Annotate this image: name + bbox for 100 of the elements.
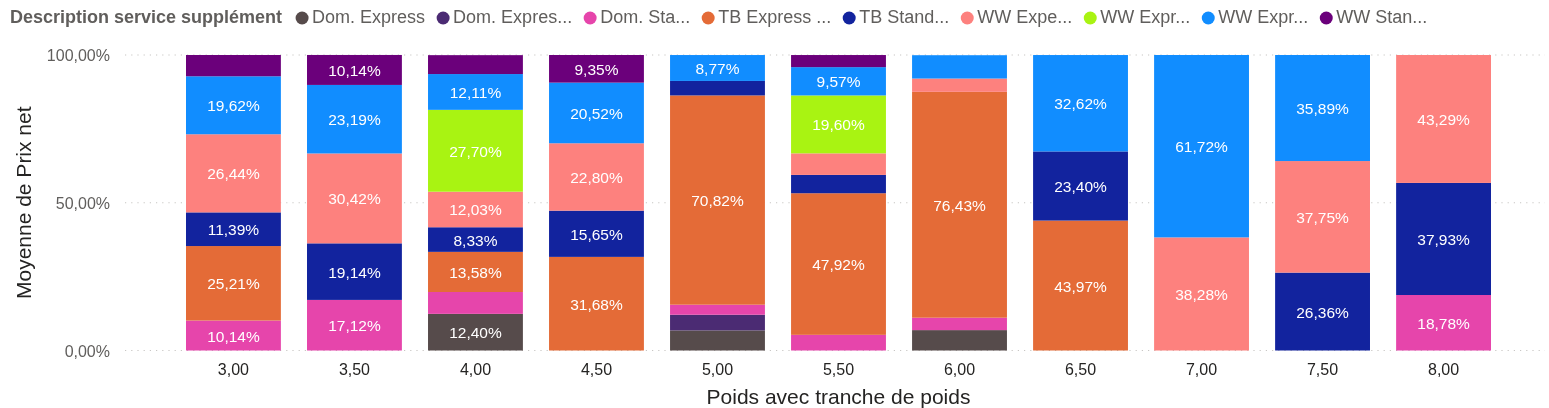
data-label: 76,43%: [933, 196, 987, 214]
data-label: 26,36%: [1296, 303, 1350, 321]
data-label: 70,82%: [691, 191, 744, 209]
x-tick-label: 4,00: [459, 360, 492, 378]
bar: [670, 95, 765, 305]
bar: [791, 174, 886, 194]
x-tick-label: 5,00: [701, 360, 734, 378]
data-label: 37,93%: [1417, 230, 1471, 248]
data-label: 19,60%: [812, 115, 865, 133]
bar: [1396, 295, 1491, 351]
bar: [428, 291, 523, 314]
data-label: 35,89%: [1296, 99, 1350, 117]
bar: [670, 314, 765, 331]
bar: [1033, 55, 1128, 152]
data-label: 12,03%: [449, 200, 502, 218]
bar: [670, 330, 765, 351]
bar: [1033, 151, 1128, 221]
data-label: 19,14%: [328, 263, 381, 281]
bar: [549, 55, 644, 83]
legend-title: Description service supplément: [10, 6, 283, 27]
bar: [1275, 161, 1370, 273]
bar: [186, 134, 281, 213]
data-label: 10,14%: [207, 327, 260, 345]
bar: [428, 74, 523, 110]
legend-label: Dom. Sta...: [600, 6, 691, 27]
data-label: 32,62%: [1054, 94, 1108, 112]
x-tick-label: 3,00: [217, 360, 250, 378]
bar: [428, 55, 523, 75]
bar: [791, 55, 886, 68]
data-label: 20,52%: [570, 104, 623, 122]
data-label: 11,39%: [207, 220, 260, 238]
legend-label: Dom. Express: [312, 6, 426, 27]
data-label: 43,29%: [1417, 110, 1471, 128]
y-tick-label: 100,00%: [46, 46, 110, 64]
data-label: 9,57%: [816, 72, 861, 90]
bar: [549, 143, 644, 211]
legend-label: WW Stan...: [1336, 6, 1428, 27]
bar: [670, 304, 765, 315]
x-tick-label: 7,00: [1185, 360, 1218, 378]
data-label: 27,70%: [449, 142, 502, 160]
bar: [670, 55, 765, 81]
bar: [186, 55, 281, 77]
data-label: 15,65%: [570, 225, 623, 243]
data-label: 12,11%: [449, 83, 502, 101]
bar: [186, 76, 281, 135]
legend-label: WW Expr...: [1100, 6, 1191, 27]
bar: [791, 67, 886, 96]
data-label: 22,80%: [570, 168, 623, 186]
bar: [1154, 55, 1249, 238]
bar: [428, 313, 523, 351]
data-label: 9,35%: [574, 60, 619, 78]
bar: [1396, 182, 1491, 296]
legend-label: TB Stand...: [859, 6, 950, 27]
bar: [912, 55, 1007, 79]
bar: [1275, 55, 1370, 162]
bar: [912, 317, 1007, 331]
bar: [549, 82, 644, 144]
bar: [670, 80, 765, 96]
bar: [791, 334, 886, 351]
bar: [1396, 55, 1491, 183]
x-axis-title: Poids avec tranche de poids: [706, 384, 971, 408]
bar: [186, 212, 281, 247]
bar: [186, 320, 281, 351]
data-label: 12,40%: [449, 323, 502, 341]
bar: [307, 153, 402, 244]
data-label: 17,12%: [328, 316, 381, 334]
data-label: 23,40%: [1054, 177, 1108, 195]
bar: [307, 243, 402, 300]
data-label: 37,75%: [1296, 208, 1350, 226]
x-tick-label: 3,50: [338, 360, 371, 378]
bar: [791, 153, 886, 175]
data-label: 26,44%: [207, 164, 260, 182]
legend-label: WW Expe...: [977, 6, 1073, 27]
bar: [912, 91, 1007, 318]
bar: [307, 299, 402, 351]
data-label: 18,78%: [1417, 314, 1471, 332]
x-tick-label: 6,00: [943, 360, 976, 378]
bar: [428, 251, 523, 292]
data-label: 8,33%: [453, 231, 498, 249]
x-tick-label: 4,50: [580, 360, 613, 378]
bar: [791, 193, 886, 335]
bar: [428, 227, 523, 252]
y-tick-label: 0,00%: [64, 342, 110, 359]
data-label: 25,21%: [207, 274, 260, 292]
x-tick-label: 6,50: [1064, 360, 1097, 378]
data-label: 31,68%: [570, 295, 623, 313]
bar: [1275, 272, 1370, 351]
bar: [186, 246, 281, 321]
x-tick-label: 8,00: [1427, 360, 1460, 378]
data-label: 13,58%: [449, 263, 502, 281]
legend-label: WW Expr...: [1218, 6, 1309, 27]
x-tick-label: 5,50: [822, 360, 855, 378]
legend-label: Dom. Expres...: [453, 6, 573, 27]
bar: [549, 256, 644, 351]
y-tick-label: 50,00%: [55, 194, 110, 212]
data-label: 30,42%: [328, 189, 381, 207]
data-label: 8,77%: [695, 59, 740, 77]
bar: [428, 191, 523, 228]
data-label: 10,14%: [328, 61, 381, 79]
bar: [549, 210, 644, 257]
